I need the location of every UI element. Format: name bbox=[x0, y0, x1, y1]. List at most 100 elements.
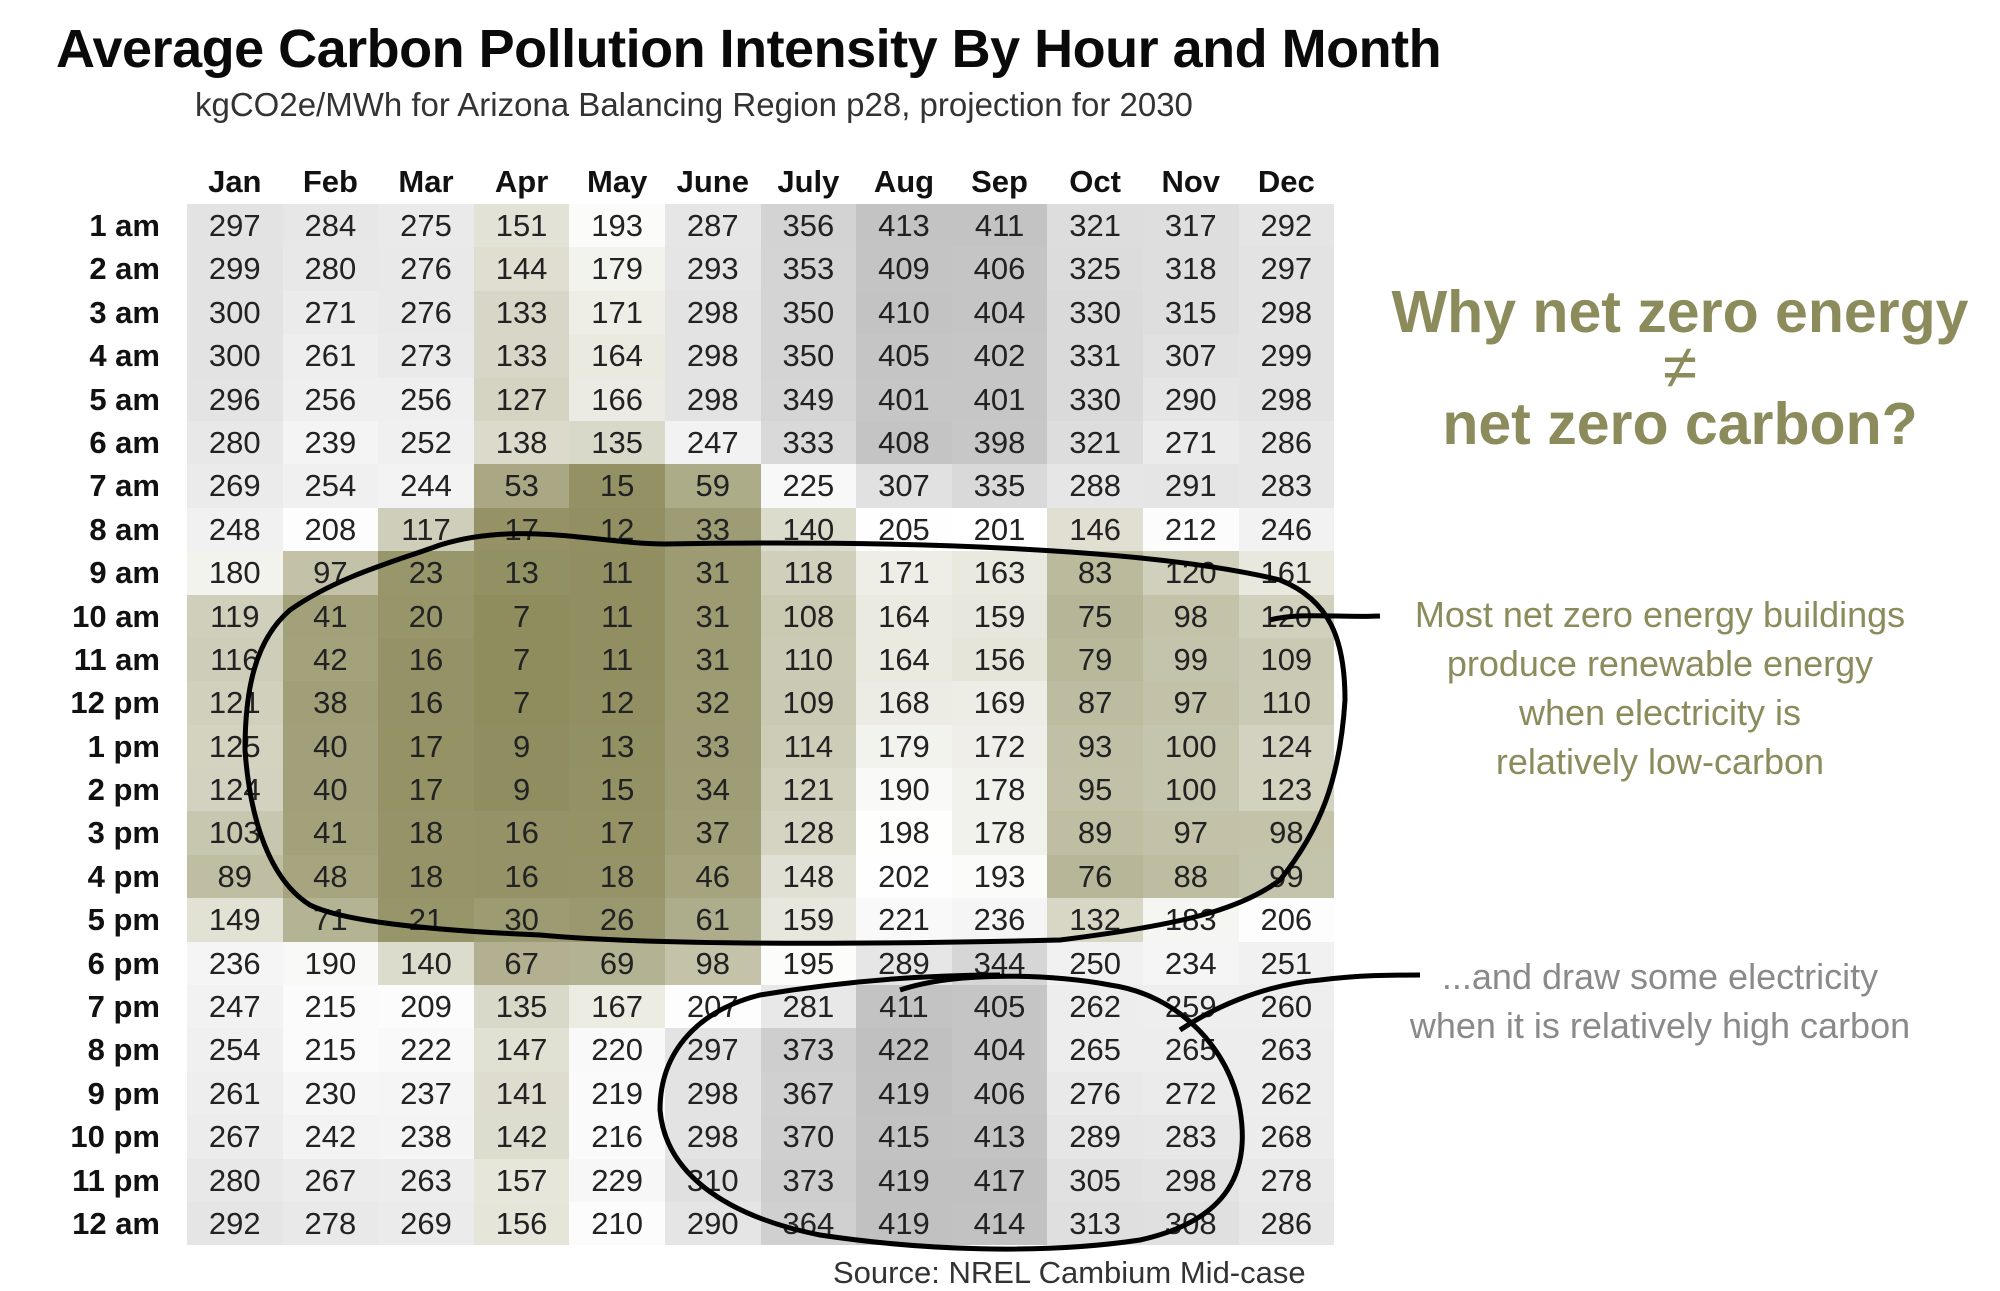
heatmap-cell: 190 bbox=[856, 768, 952, 812]
heatmap-cell: 234 bbox=[1142, 941, 1239, 986]
heatmap-cell: 286 bbox=[1238, 420, 1335, 465]
hour-label: 2 am bbox=[89, 251, 160, 287]
heatmap-cell: 333 bbox=[760, 420, 857, 465]
heatmap-cell: 215 bbox=[282, 1028, 379, 1072]
heatmap-cell: 98 bbox=[1142, 594, 1239, 638]
heatmap-cell: 18 bbox=[569, 854, 665, 899]
heatmap-cell: 41 bbox=[282, 594, 379, 638]
heatmap-cell: 141 bbox=[473, 1071, 570, 1116]
heatmap-cell: 298 bbox=[664, 1115, 761, 1159]
heatmap-cell: 169 bbox=[951, 681, 1048, 725]
heatmap-cell: 37 bbox=[664, 811, 761, 855]
heatmap-cell: 135 bbox=[473, 985, 570, 1029]
heatmap-cell: 265 bbox=[1047, 1028, 1143, 1072]
heatmap-cell: 114 bbox=[760, 724, 857, 769]
heatmap-cell: 89 bbox=[1047, 811, 1143, 855]
heatmap-cell: 11 bbox=[569, 637, 665, 682]
month-header: Oct bbox=[1069, 164, 1121, 199]
heatmap-cell: 135 bbox=[569, 420, 665, 465]
heatmap-cell: 356 bbox=[760, 204, 857, 248]
heatmap-cell: 419 bbox=[856, 1071, 952, 1116]
heatmap-cell: 330 bbox=[1047, 377, 1143, 421]
note-line: relatively low-carbon bbox=[1495, 741, 1825, 782]
heatmap-row: 8 pm 254 215 222 147 220 297 373 422 404 265 265 263 bbox=[50, 1028, 1335, 1072]
heatmap-cell: 278 bbox=[1238, 1158, 1335, 1202]
heatmap-cell: 99 bbox=[1142, 637, 1239, 682]
heatmap-cell: 298 bbox=[1238, 377, 1335, 421]
heatmap-cell: 109 bbox=[1238, 637, 1335, 682]
heatmap-cell: 17 bbox=[473, 507, 570, 552]
heatmap-cell: 11 bbox=[569, 551, 665, 595]
heatmap-cell: 411 bbox=[856, 985, 952, 1029]
heatmap-cell: 298 bbox=[664, 377, 761, 421]
heatmap-cell: 296 bbox=[187, 377, 283, 421]
high-carbon-note: ...and draw some electricity when it is … bbox=[1370, 952, 1950, 1050]
heatmap-cell: 259 bbox=[1142, 985, 1239, 1029]
heatmap-cell: 271 bbox=[1142, 420, 1239, 465]
heatmap-cell: 284 bbox=[282, 204, 379, 248]
month-header: May bbox=[587, 164, 648, 199]
heatmap-cell: 317 bbox=[1142, 204, 1239, 248]
heatmap-cell: 364 bbox=[760, 1201, 857, 1246]
heatmap-cell: 132 bbox=[1047, 898, 1143, 942]
heatmap-cell: 42 bbox=[282, 637, 379, 682]
hour-label: 4 am bbox=[89, 338, 160, 374]
heatmap-cell: 273 bbox=[378, 334, 474, 378]
heatmap-cell: 406 bbox=[951, 1071, 1048, 1116]
heatmap-cell: 230 bbox=[282, 1071, 379, 1116]
heatmap-cell: 7 bbox=[473, 681, 570, 725]
heatmap-cell: 59 bbox=[664, 464, 761, 508]
heatmap-cell: 288 bbox=[1047, 464, 1143, 508]
heatmap-cell: 9 bbox=[473, 768, 570, 812]
heatmap-cell: 404 bbox=[951, 290, 1048, 335]
heatmap-cell: 398 bbox=[951, 420, 1048, 465]
heatmap-cell: 401 bbox=[951, 377, 1048, 421]
heatmap-cell: 46 bbox=[664, 854, 761, 899]
heatmap-cell: 256 bbox=[378, 377, 474, 421]
heatmap-cell: 335 bbox=[951, 464, 1048, 508]
heatmap-cell: 164 bbox=[856, 594, 952, 638]
hour-label: 1 am bbox=[89, 208, 160, 243]
heatmap-cell: 353 bbox=[760, 247, 857, 291]
heatmap-cell: 17 bbox=[569, 811, 665, 855]
heatmap-cell: 89 bbox=[187, 854, 283, 899]
heatmap-row: 6 am 280 239 252 138 135 247 333 408 398 321 271 286 bbox=[50, 420, 1335, 465]
hour-label: 7 pm bbox=[87, 989, 160, 1025]
heatmap-cell: 373 bbox=[760, 1158, 857, 1202]
heatmap-cell: 205 bbox=[856, 507, 952, 552]
heatmap-cell: 283 bbox=[1238, 464, 1335, 508]
heatmap-cell: 313 bbox=[1047, 1201, 1143, 1246]
month-header: Feb bbox=[302, 164, 358, 199]
heatmap-cell: 97 bbox=[1142, 681, 1239, 725]
heatmap-cell: 275 bbox=[378, 204, 474, 248]
heatmap-cell: 247 bbox=[664, 420, 761, 465]
heatmap-cell: 367 bbox=[760, 1071, 857, 1116]
heatmap-cell: 402 bbox=[951, 334, 1048, 378]
heatmap-cell: 23 bbox=[378, 551, 474, 595]
heatmap-cell: 133 bbox=[473, 334, 570, 378]
heatmap-cell: 299 bbox=[187, 247, 283, 291]
heatmap-cell: 97 bbox=[1142, 811, 1239, 855]
heatmap-row: 9 pm 261 230 237 141 219 298 367 419 406 276 272 262 bbox=[50, 1071, 1335, 1116]
heatmap-row: 3 am 300 271 276 133 171 298 350 410 404 330 315 298 bbox=[50, 290, 1335, 335]
hour-label: 12 am bbox=[72, 1205, 160, 1241]
hour-label: 5 pm bbox=[87, 902, 160, 938]
heatmap-row: 7 pm 247 215 209 135 167 207 281 411 405 262 259 260 bbox=[50, 985, 1335, 1029]
heatmap-cell: 307 bbox=[856, 464, 952, 508]
heatmap-cell: 110 bbox=[760, 637, 857, 682]
heatmap-cell: 413 bbox=[951, 1115, 1048, 1159]
heatmap-cell: 290 bbox=[1142, 377, 1239, 421]
heatmap-cell: 239 bbox=[282, 420, 379, 465]
heatmap-cell: 71 bbox=[282, 898, 379, 942]
heatmap-cell: 40 bbox=[282, 724, 379, 769]
heatmap-cell: 166 bbox=[569, 377, 665, 421]
heatmap-cell: 12 bbox=[569, 507, 665, 552]
headline-line-2: net zero carbon? bbox=[1442, 391, 1918, 457]
heatmap-cell: 41 bbox=[282, 811, 379, 855]
heatmap-cell: 280 bbox=[187, 1158, 283, 1202]
heatmap-cell: 222 bbox=[378, 1028, 474, 1072]
heatmap-cell: 405 bbox=[856, 334, 952, 378]
heatmap-cell: 267 bbox=[187, 1115, 283, 1159]
heatmap-cell: 276 bbox=[378, 247, 474, 291]
heatmap-cell: 276 bbox=[378, 290, 474, 335]
